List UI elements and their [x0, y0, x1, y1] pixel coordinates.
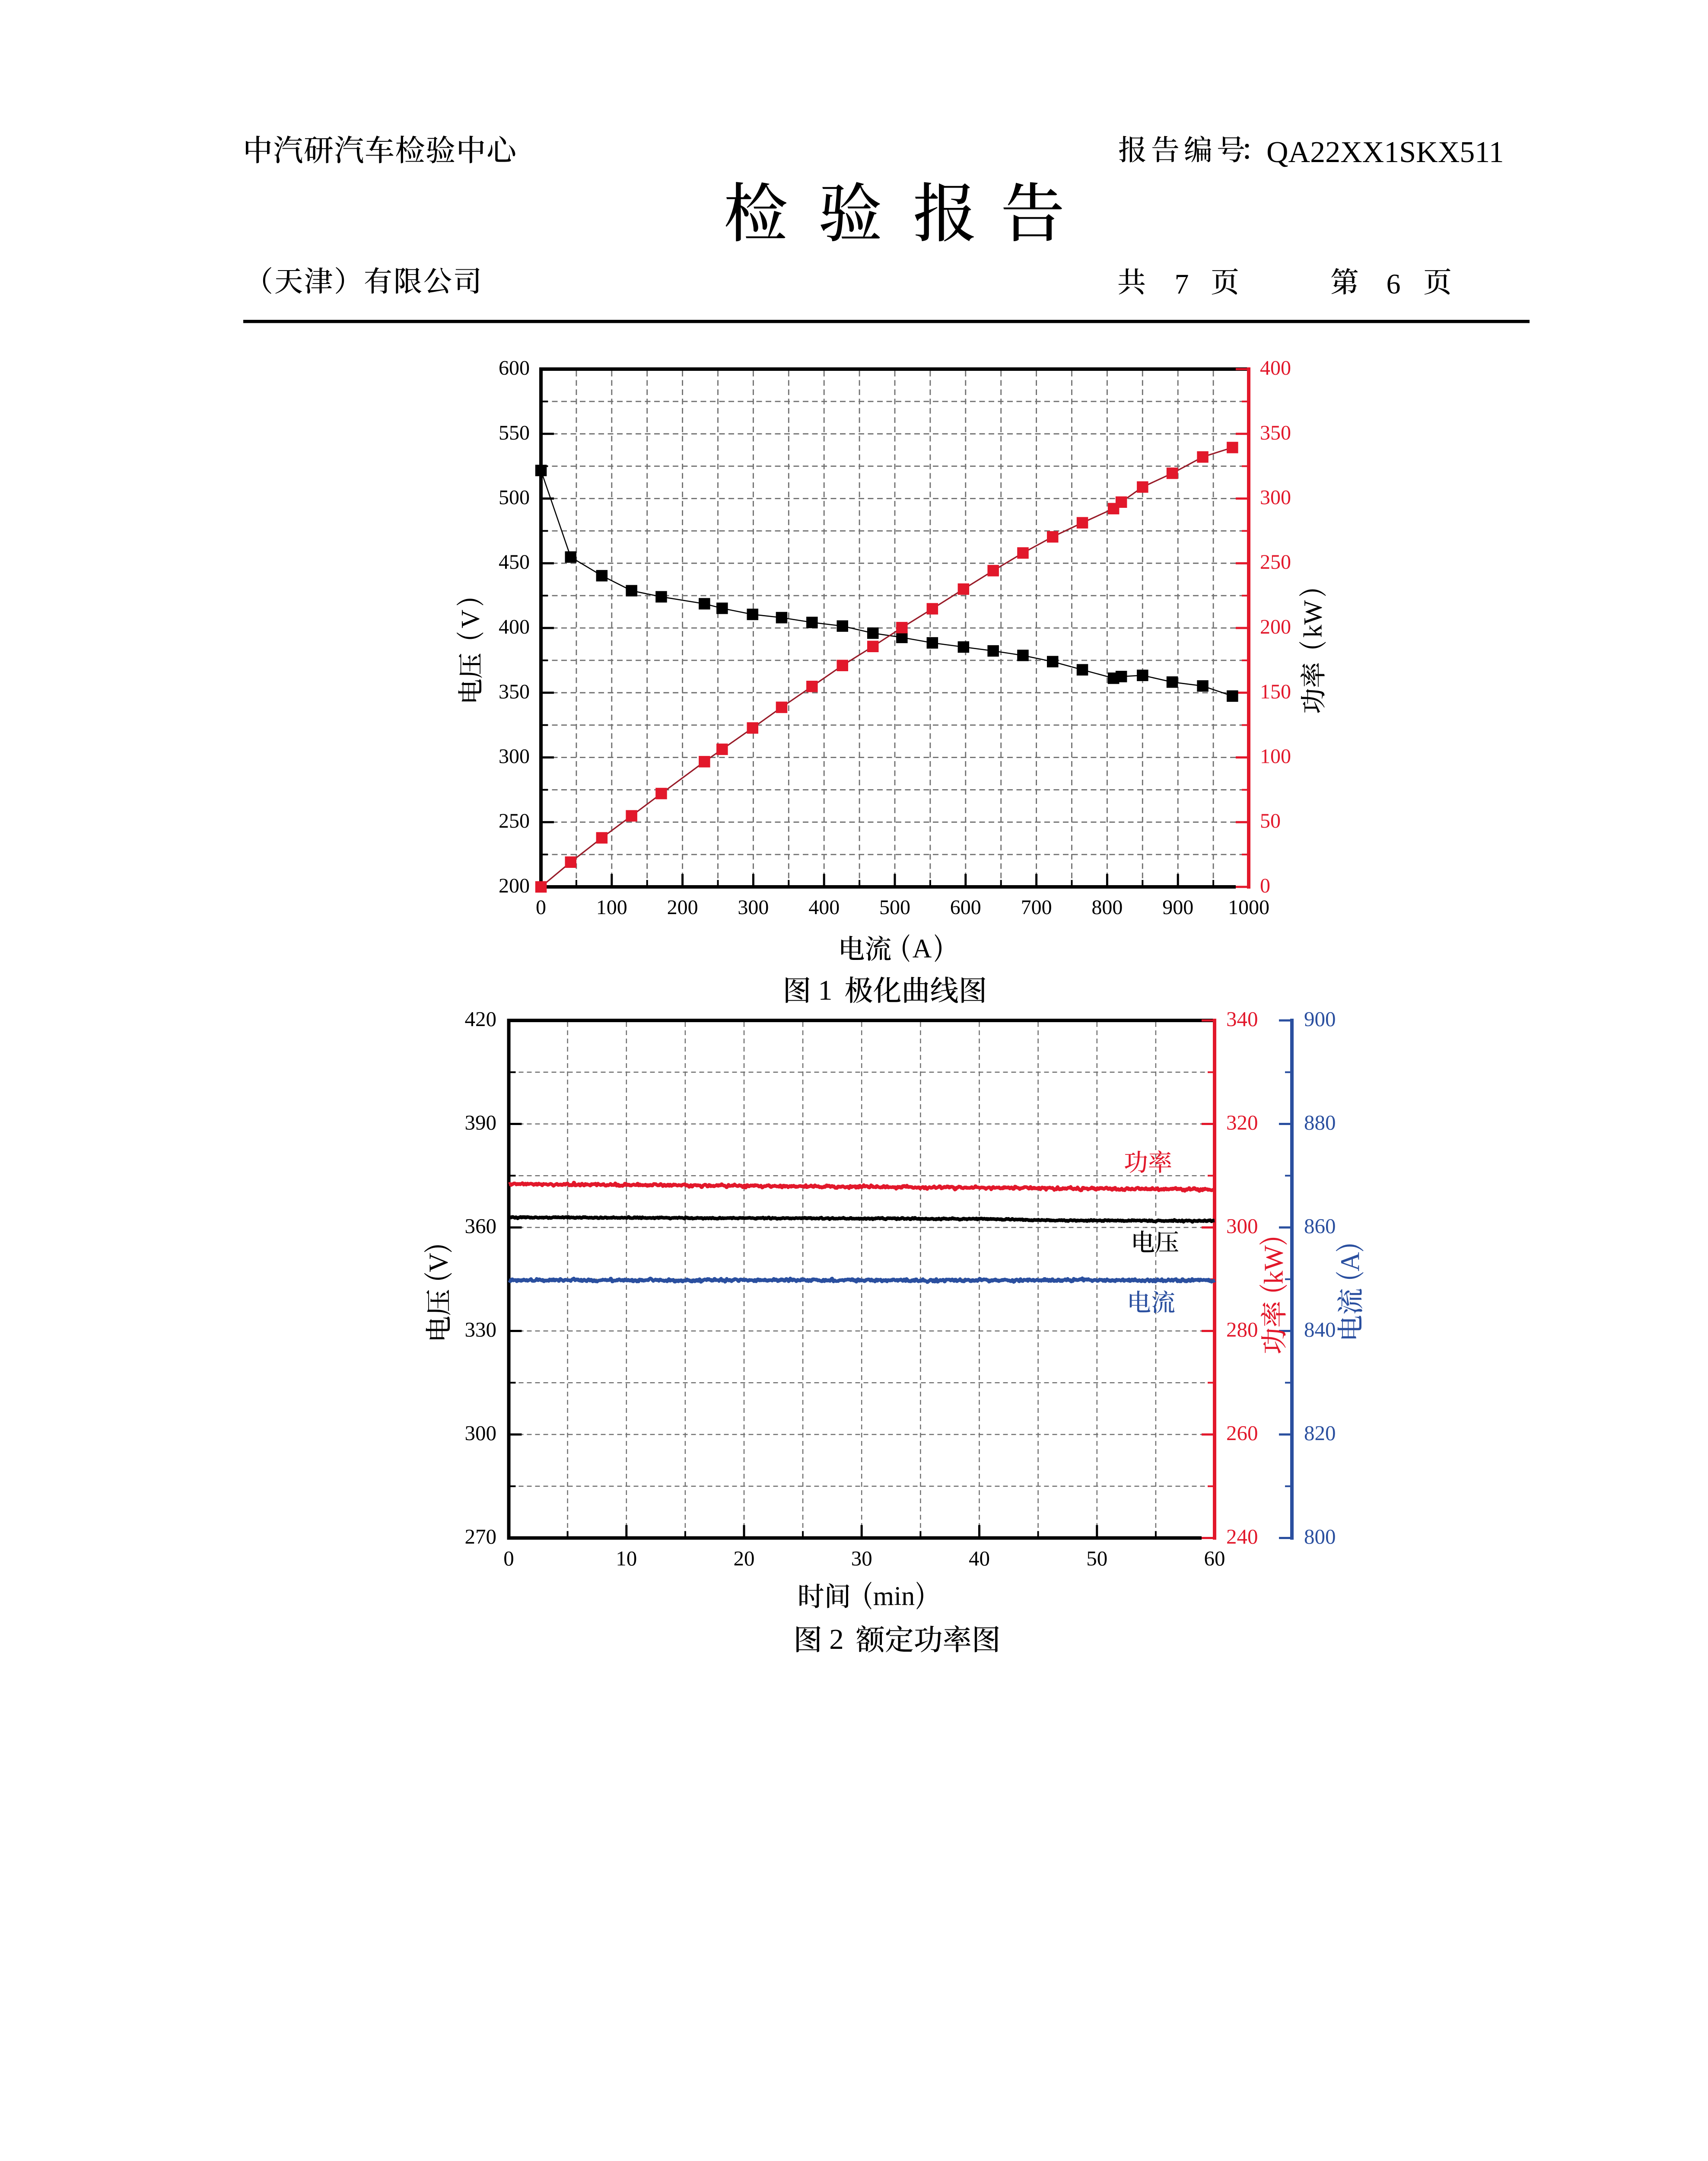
svg-text:400: 400 [808, 896, 840, 919]
svg-text:V: V [424, 1253, 453, 1272]
svg-text:800: 800 [1091, 896, 1123, 919]
svg-text:300: 300 [499, 745, 530, 768]
svg-text:300: 300 [1260, 486, 1291, 509]
svg-text:330: 330 [465, 1318, 497, 1342]
svg-text:880: 880 [1304, 1111, 1336, 1135]
svg-text:420: 420 [465, 1007, 497, 1031]
svg-text:500: 500 [499, 486, 530, 509]
svg-text:260: 260 [1226, 1421, 1258, 1445]
svg-text:200: 200 [499, 874, 530, 897]
svg-text:600: 600 [950, 896, 981, 919]
svg-text:250: 250 [1260, 551, 1291, 574]
svg-text:300: 300 [738, 896, 769, 919]
svg-text:60: 60 [1204, 1546, 1225, 1570]
svg-text:0: 0 [1260, 874, 1270, 897]
svg-text:320: 320 [1226, 1111, 1258, 1135]
svg-text:500: 500 [879, 896, 910, 919]
svg-text:A: A [913, 934, 932, 963]
svg-text:0: 0 [503, 1546, 514, 1570]
svg-text:100: 100 [1260, 745, 1291, 768]
svg-text:100: 100 [596, 896, 627, 919]
svg-text:860: 860 [1304, 1214, 1336, 1238]
svg-text:V: V [456, 609, 485, 628]
svg-text:kW: kW [1299, 600, 1327, 637]
svg-text:450: 450 [499, 551, 530, 574]
svg-text:300: 300 [465, 1421, 497, 1445]
svg-text:820: 820 [1304, 1421, 1336, 1445]
svg-text:QA22XX1SKX511: QA22XX1SKX511 [1266, 136, 1504, 169]
svg-text:270: 270 [465, 1525, 497, 1549]
svg-text:840: 840 [1304, 1318, 1336, 1342]
svg-text:30: 30 [851, 1546, 872, 1570]
svg-text:min: min [873, 1581, 915, 1611]
svg-text:300: 300 [1226, 1214, 1258, 1238]
svg-text:360: 360 [465, 1214, 497, 1238]
svg-text:800: 800 [1304, 1525, 1336, 1549]
svg-text:0: 0 [536, 896, 546, 919]
svg-text:50: 50 [1086, 1546, 1107, 1570]
svg-text:700: 700 [1021, 896, 1052, 919]
svg-text:390: 390 [465, 1111, 497, 1135]
svg-text:6: 6 [1387, 268, 1401, 300]
svg-text:550: 550 [499, 421, 530, 444]
svg-text:340: 340 [1226, 1007, 1258, 1031]
svg-text:200: 200 [667, 896, 698, 919]
svg-text:400: 400 [499, 615, 530, 638]
svg-text:900: 900 [1162, 896, 1193, 919]
svg-text:20: 20 [734, 1546, 755, 1570]
svg-text:250: 250 [499, 810, 530, 832]
svg-text:150: 150 [1260, 680, 1291, 703]
svg-text:1: 1 [818, 975, 833, 1006]
svg-text:A: A [1336, 1252, 1365, 1272]
svg-text:kW: kW [1259, 1245, 1288, 1284]
svg-text:10: 10 [616, 1546, 637, 1570]
svg-text:1000: 1000 [1228, 896, 1269, 919]
svg-text:50: 50 [1260, 810, 1281, 832]
svg-text:240: 240 [1226, 1525, 1258, 1549]
svg-text:7: 7 [1175, 268, 1189, 300]
svg-text:350: 350 [499, 680, 530, 703]
svg-text:600: 600 [499, 357, 530, 379]
svg-text:2: 2 [829, 1623, 844, 1655]
svg-text:200: 200 [1260, 615, 1291, 638]
svg-text:400: 400 [1260, 357, 1291, 379]
svg-text:900: 900 [1304, 1007, 1336, 1031]
svg-text:350: 350 [1260, 421, 1291, 444]
svg-text:40: 40 [969, 1546, 990, 1570]
svg-text:280: 280 [1226, 1318, 1258, 1342]
